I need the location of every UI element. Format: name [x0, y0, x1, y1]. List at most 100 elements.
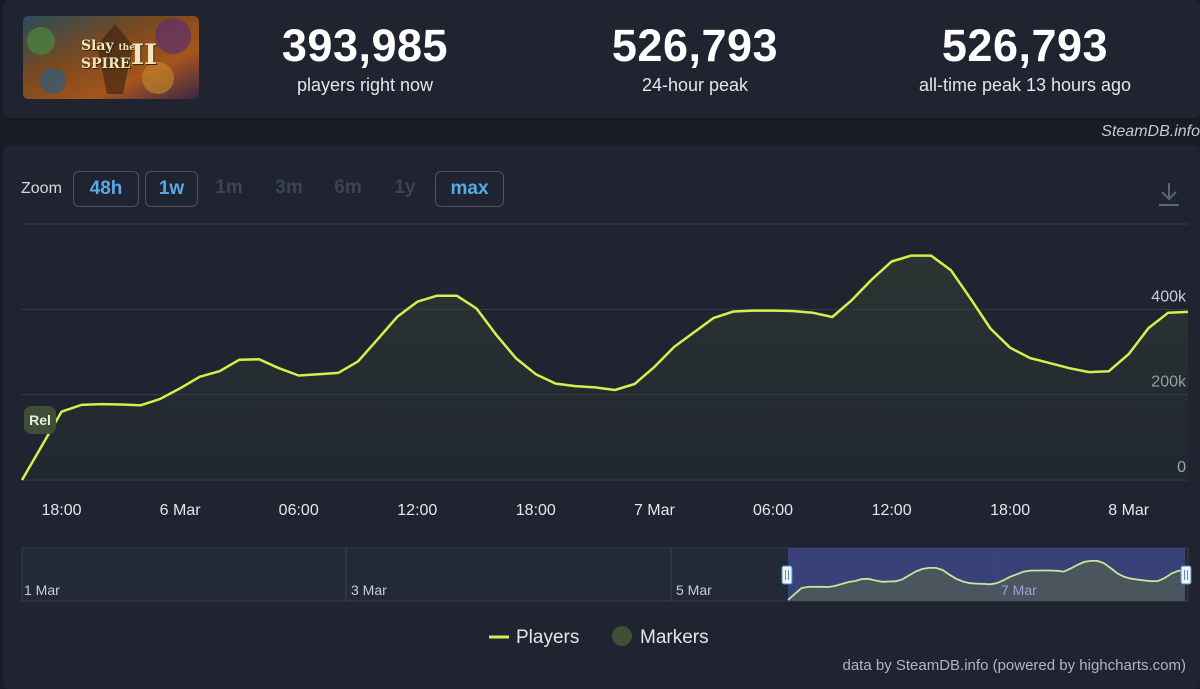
- data-point[interactable]: [514, 356, 518, 360]
- data-point[interactable]: [99, 402, 103, 406]
- navigator-handle-right[interactable]: [1180, 565, 1192, 585]
- zoom-button-1y[interactable]: 1y: [394, 177, 416, 198]
- data-point[interactable]: [20, 478, 24, 482]
- data-point[interactable]: [692, 330, 696, 334]
- data-point[interactable]: [1067, 366, 1071, 370]
- stat-label: 24-hour peak: [641, 75, 749, 95]
- x-axis: 18:00 6 Mar 06:00 12:00 18:00 7 Mar 06:00 12:00…: [41, 502, 1149, 519]
- data-point[interactable]: [1107, 369, 1111, 373]
- cover-title-the: the: [118, 43, 135, 53]
- zoom-button-3m[interactable]: 3m: [275, 177, 303, 198]
- data-point[interactable]: [376, 337, 380, 341]
- zoom-button-1m[interactable]: 1m: [215, 177, 243, 198]
- data-point[interactable]: [415, 300, 419, 304]
- data-point[interactable]: [652, 365, 656, 369]
- data-point[interactable]: [60, 410, 64, 414]
- data-point[interactable]: [277, 366, 281, 370]
- download-icon[interactable]: [1157, 181, 1181, 207]
- data-point[interactable]: [494, 333, 498, 337]
- data-point[interactable]: [593, 385, 597, 389]
- data-point[interactable]: [988, 327, 992, 331]
- data-point[interactable]: [435, 294, 439, 298]
- zoom-button-max[interactable]: max: [435, 171, 504, 207]
- legend: Players Markers: [489, 626, 709, 648]
- data-point[interactable]: [475, 307, 479, 311]
- data-point[interactable]: [613, 388, 617, 392]
- data-point[interactable]: [1186, 310, 1190, 314]
- data-point[interactable]: [139, 403, 143, 407]
- navigator-date-label: 5 Mar: [676, 582, 712, 598]
- data-point[interactable]: [198, 375, 202, 379]
- data-point[interactable]: [336, 371, 340, 375]
- x-tick-label: 8 Mar: [1108, 502, 1150, 519]
- navigator-handle-left[interactable]: [781, 565, 793, 585]
- data-point[interactable]: [158, 397, 162, 401]
- data-point[interactable]: [1028, 356, 1032, 360]
- data-point[interactable]: [356, 359, 360, 363]
- data-point[interactable]: [1087, 370, 1091, 374]
- data-point[interactable]: [909, 254, 913, 258]
- data-point[interactable]: [672, 345, 676, 349]
- data-point[interactable]: [751, 309, 755, 313]
- data-point[interactable]: [316, 372, 320, 376]
- x-tick-label: 12:00: [397, 502, 437, 519]
- navigator-handles[interactable]: [781, 565, 1192, 585]
- data-point[interactable]: [396, 315, 400, 319]
- navigator-area: [788, 560, 1185, 601]
- data-point[interactable]: [455, 294, 459, 298]
- data-point[interactable]: [1048, 361, 1052, 365]
- data-point[interactable]: [890, 260, 894, 264]
- zoom-button-1w[interactable]: 1w: [145, 171, 198, 207]
- data-point[interactable]: [534, 372, 538, 376]
- data-point[interactable]: [237, 358, 241, 362]
- players-area: [22, 255, 1188, 480]
- data-point[interactable]: [554, 382, 558, 386]
- data-point[interactable]: [870, 278, 874, 282]
- data-point[interactable]: [573, 384, 577, 388]
- data-point[interactable]: [1166, 311, 1170, 315]
- data-point[interactable]: [732, 310, 736, 314]
- zoom-button-48h[interactable]: 48h: [73, 171, 139, 207]
- data-point[interactable]: [79, 403, 83, 407]
- marker-label: Rel: [29, 412, 51, 428]
- stats-bar: Slay the SPIRE II 393,985 players right …: [3, 0, 1200, 118]
- release-marker[interactable]: Rel: [24, 406, 56, 434]
- stat-label: players right now: [296, 75, 434, 95]
- x-tick-label: 06:00: [279, 502, 319, 519]
- footer-credit[interactable]: data by SteamDB.info (powered by highcha…: [842, 657, 1187, 674]
- data-point[interactable]: [771, 309, 775, 313]
- zoom-button-6m[interactable]: 6m: [334, 177, 362, 198]
- zoom-label: Zoom: [21, 180, 62, 197]
- data-point[interactable]: [712, 316, 716, 320]
- data-point[interactable]: [633, 382, 637, 386]
- marker-badge: [24, 406, 56, 434]
- data-point[interactable]: [297, 374, 301, 378]
- legend-item-players[interactable]: Players: [516, 627, 579, 648]
- data-point[interactable]: [830, 315, 834, 319]
- data-point[interactable]: [949, 268, 953, 272]
- navigator[interactable]: 1 Mar 3 Mar 5 Mar 7 Mar: [21, 547, 1192, 602]
- game-cover-image[interactable]: Slay the SPIRE II: [23, 16, 199, 99]
- event-markers: Rel: [24, 406, 56, 434]
- data-point[interactable]: [1147, 326, 1151, 330]
- cover-title-numeral: II: [131, 38, 158, 71]
- data-point[interactable]: [218, 369, 222, 373]
- data-point[interactable]: [40, 444, 44, 448]
- steamdb-credit-link[interactable]: SteamDB.info: [1101, 123, 1200, 140]
- data-point[interactable]: [1127, 352, 1131, 356]
- data-point[interactable]: [257, 357, 261, 361]
- data-point[interactable]: [178, 386, 182, 390]
- data-point[interactable]: [791, 309, 795, 313]
- data-point[interactable]: [929, 254, 933, 258]
- cover-title-spire: SPIRE: [81, 56, 131, 72]
- data-point[interactable]: [811, 311, 815, 315]
- stat-players-now: 393,985 players right now: [265, 20, 465, 96]
- data-point[interactable]: [850, 298, 854, 302]
- data-point[interactable]: [969, 297, 973, 301]
- navigator-line: [787, 560, 1186, 601]
- legend-item-markers[interactable]: Markers: [640, 627, 709, 648]
- players-line[interactable]: [20, 254, 1189, 481]
- data-point[interactable]: [1008, 346, 1012, 350]
- legend-markers-swatch: [612, 626, 632, 646]
- data-point[interactable]: [119, 403, 123, 407]
